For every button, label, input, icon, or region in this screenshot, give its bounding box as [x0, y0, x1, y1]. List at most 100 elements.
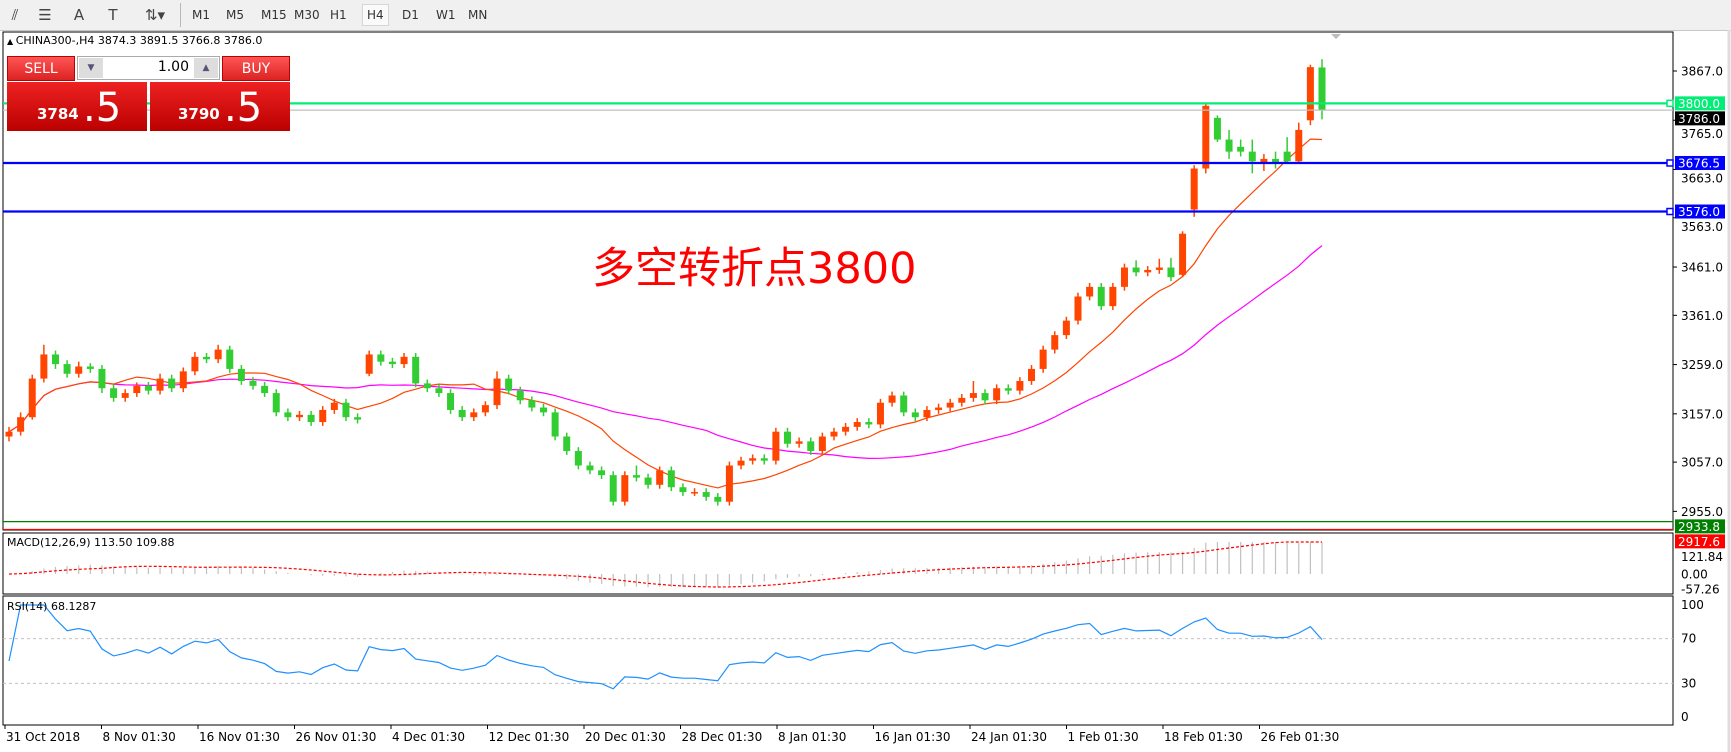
candle-up[interactable]: [330, 402, 338, 410]
candle-up[interactable]: [795, 441, 803, 444]
candle-up[interactable]: [853, 422, 861, 427]
candle-up[interactable]: [691, 492, 699, 494]
candle-down[interactable]: [203, 356, 211, 360]
candle-down[interactable]: [644, 477, 652, 485]
candle-down[interactable]: [981, 393, 989, 401]
candle-up[interactable]: [191, 356, 199, 372]
candle-up[interactable]: [1074, 296, 1082, 321]
candle-down[interactable]: [563, 436, 571, 452]
candle-up[interactable]: [969, 393, 977, 398]
candle-up[interactable]: [993, 388, 1001, 401]
candle-up[interactable]: [75, 366, 83, 374]
candle-down[interactable]: [307, 414, 315, 423]
candle-up[interactable]: [935, 407, 943, 410]
candle-up[interactable]: [17, 417, 25, 432]
candle-down[interactable]: [110, 388, 118, 398]
line-handle[interactable]: [1666, 99, 1674, 108]
candle-down[interactable]: [539, 407, 547, 413]
candle-down[interactable]: [98, 368, 106, 389]
candle-up[interactable]: [621, 475, 629, 502]
candle-up[interactable]: [772, 431, 780, 461]
candle-up[interactable]: [818, 436, 826, 452]
candle-down[interactable]: [1004, 388, 1012, 391]
candle-up[interactable]: [1190, 168, 1198, 210]
timeframe-m1[interactable]: M1: [192, 8, 210, 22]
candle-down[interactable]: [144, 385, 152, 391]
candle-down[interactable]: [377, 354, 385, 362]
candle-down[interactable]: [423, 383, 431, 389]
chart-annotation-text[interactable]: 多空转折点3800: [592, 244, 917, 294]
candle-down[interactable]: [586, 465, 594, 471]
candle-down[interactable]: [237, 368, 245, 381]
candle-down[interactable]: [900, 395, 908, 413]
candle-down[interactable]: [51, 354, 59, 365]
timeframe-h4[interactable]: H4: [362, 4, 389, 26]
candle-up[interactable]: [830, 431, 838, 437]
candle-down[interactable]: [1318, 67, 1326, 111]
candle-up[interactable]: [1155, 267, 1163, 270]
candle-up[interactable]: [400, 356, 408, 365]
timeframe-m5[interactable]: M5: [226, 8, 244, 22]
candle-down[interactable]: [551, 412, 559, 437]
candle-up[interactable]: [156, 378, 164, 391]
candle-down[interactable]: [516, 390, 524, 401]
candle-down[interactable]: [1248, 151, 1256, 162]
candle-up[interactable]: [1295, 129, 1303, 162]
line-handle[interactable]: [1666, 159, 1674, 167]
candle-up[interactable]: [888, 395, 896, 403]
candle-up[interactable]: [470, 412, 478, 418]
candle-up[interactable]: [1016, 380, 1024, 391]
line-handle[interactable]: [1666, 207, 1674, 216]
candle-down[interactable]: [760, 458, 768, 461]
text-icon[interactable]: A: [73, 6, 85, 24]
candle-down[interactable]: [679, 487, 687, 493]
sell-price-button[interactable]: 3784 .5: [7, 82, 147, 131]
increase-lots-button[interactable]: ▲: [194, 58, 218, 78]
candle-down[interactable]: [609, 475, 617, 502]
candle-down[interactable]: [388, 361, 396, 365]
candle-up[interactable]: [365, 354, 373, 374]
candle-down[interactable]: [714, 496, 722, 502]
decrease-lots-button[interactable]: ▼: [79, 58, 103, 78]
candle-down[interactable]: [784, 431, 792, 444]
candle-up[interactable]: [1179, 233, 1187, 275]
candle-down[interactable]: [63, 364, 71, 374]
arrows-icon[interactable]: ⇅▾: [144, 6, 166, 24]
candle-down[interactable]: [598, 470, 606, 476]
candle-up[interactable]: [1086, 286, 1094, 297]
candle-down[interactable]: [226, 349, 234, 369]
timeframe-mn[interactable]: MN: [468, 8, 488, 22]
candle-up[interactable]: [1039, 349, 1047, 369]
candle-down[interactable]: [458, 409, 466, 418]
candle-down[interactable]: [632, 475, 640, 478]
candle-up[interactable]: [1260, 158, 1268, 164]
timeframe-m15[interactable]: M15: [261, 8, 287, 22]
candle-down[interactable]: [86, 366, 94, 369]
fibonacci-icon[interactable]: ☰: [38, 6, 52, 24]
candle-up[interactable]: [725, 465, 733, 502]
candle-down[interactable]: [412, 356, 420, 384]
candle-up[interactable]: [946, 402, 954, 408]
text-label-icon[interactable]: T: [108, 6, 118, 24]
buy-button[interactable]: BUY: [222, 56, 290, 81]
candle-down[interactable]: [447, 393, 455, 410]
candle-down[interactable]: [574, 451, 582, 466]
candle-down[interactable]: [911, 412, 919, 418]
candle-down[interactable]: [168, 378, 176, 389]
sell-button[interactable]: SELL: [7, 56, 75, 81]
candle-down[interactable]: [249, 380, 257, 386]
candle-up[interactable]: [737, 460, 745, 466]
candle-up[interactable]: [842, 426, 850, 432]
candle-down[interactable]: [505, 378, 513, 391]
candle-up[interactable]: [958, 397, 966, 403]
candle-up[interactable]: [1144, 269, 1152, 273]
candle-down[interactable]: [667, 470, 675, 488]
candle-up[interactable]: [1120, 267, 1128, 287]
candle-up[interactable]: [133, 385, 141, 394]
candle-down[interactable]: [1167, 267, 1175, 278]
candle-up[interactable]: [876, 402, 884, 425]
candle-up[interactable]: [121, 393, 129, 398]
candle-down[interactable]: [1097, 286, 1105, 307]
timeframe-d1[interactable]: D1: [402, 8, 419, 22]
